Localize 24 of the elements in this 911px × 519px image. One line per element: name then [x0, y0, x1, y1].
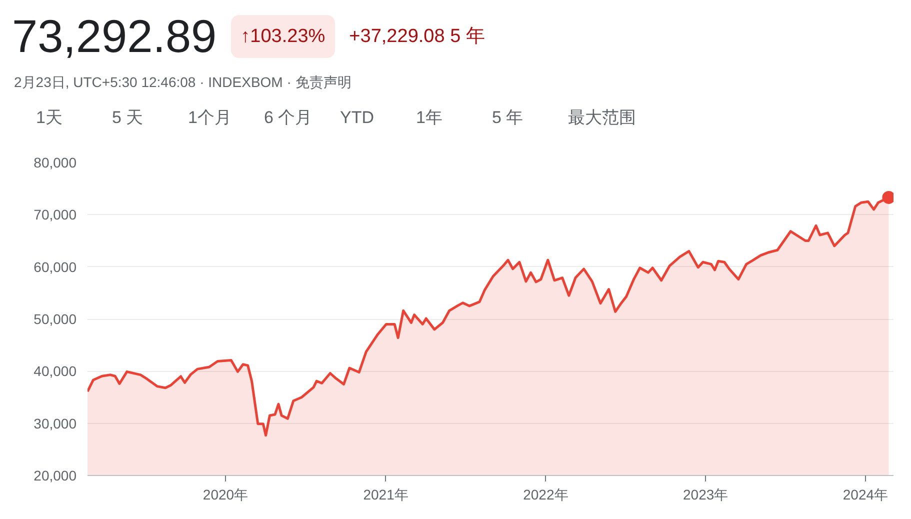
y-tick-label: 80,000	[34, 154, 77, 170]
x-tick-label: 2022年	[523, 486, 568, 502]
text: 1天	[36, 106, 64, 129]
y-tick-label: 40,000	[34, 363, 77, 380]
text: 最大范围	[568, 106, 637, 129]
text: 5 天	[112, 106, 144, 129]
chart-subtitle: 2月23日, UTC+5:30 12:46:08 · INDEXBOM · 免责声明	[14, 72, 352, 92]
text: ↑103.23%	[230, 15, 336, 58]
text: 5 年	[492, 106, 524, 129]
text: 6 个月	[264, 106, 314, 129]
x-tick-label: 2024年	[842, 486, 888, 502]
x-tick-label: 2021年	[363, 486, 408, 502]
y-tick-label: 50,000	[34, 311, 77, 327]
y-tick-label: 70,000	[34, 206, 77, 223]
text: 1个月	[188, 106, 232, 129]
chart-title: 73,292.89	[12, 9, 217, 64]
x-tick-label: 2020年	[202, 486, 248, 502]
text: +37,229.08 5 年	[349, 25, 485, 50]
text: YTD	[340, 106, 375, 129]
y-tick-label: 30,000	[34, 415, 77, 432]
y-tick-label: 20,000	[34, 468, 77, 484]
y-tick-label: 60,000	[34, 258, 77, 275]
x-tick-label: 2023年	[683, 486, 728, 502]
text: 1年	[416, 106, 444, 129]
